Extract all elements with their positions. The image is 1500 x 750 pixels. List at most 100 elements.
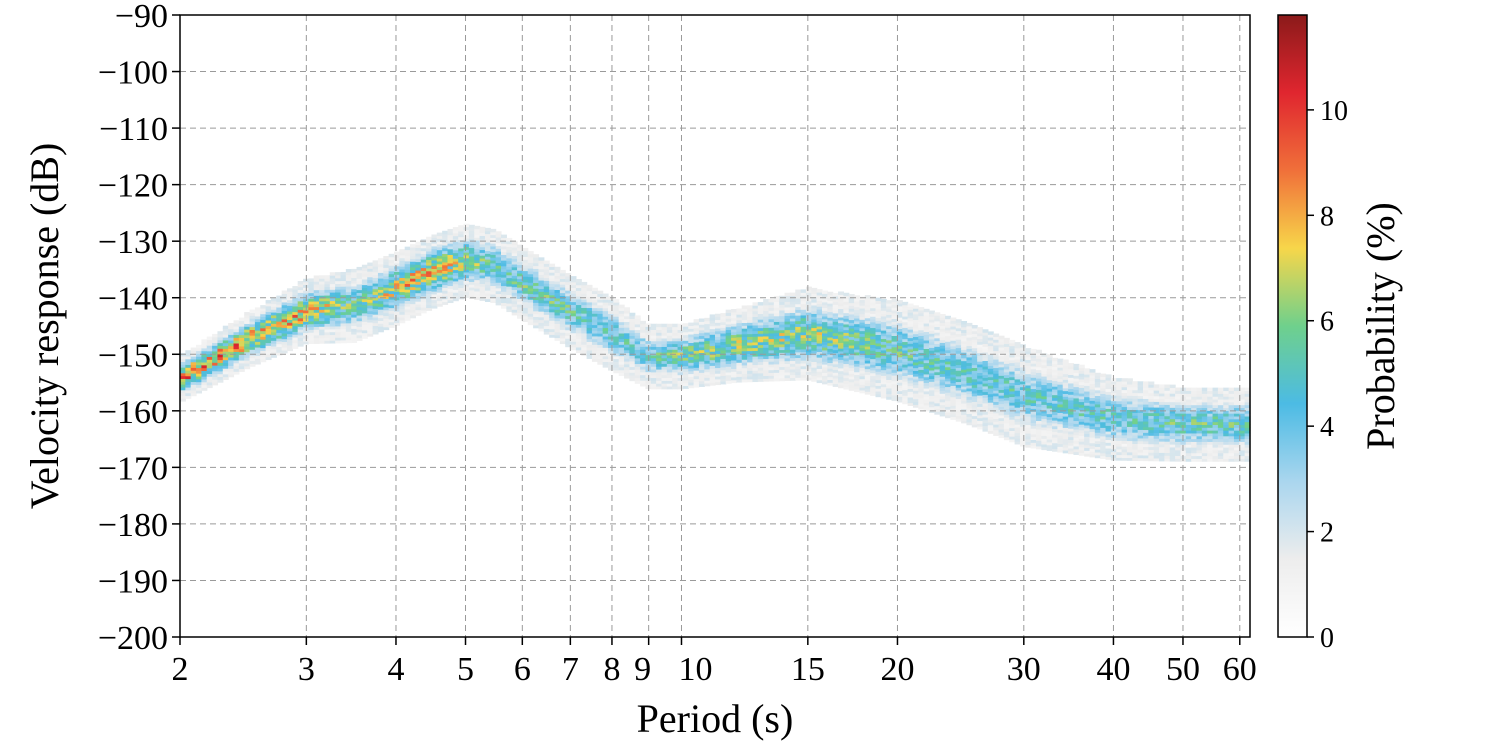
heatmap-cell [377, 320, 384, 324]
heatmap-cell [768, 335, 775, 340]
heatmap-cell [725, 377, 732, 381]
heatmap-cell [709, 331, 716, 335]
heatmap-cell [554, 266, 561, 271]
heatmap-cell [1084, 419, 1091, 423]
heatmap-cell [640, 349, 647, 353]
heatmap-cell [677, 332, 684, 336]
heatmap-cell [420, 309, 427, 314]
heatmap-cell [859, 339, 866, 343]
heatmap-cell [1116, 440, 1123, 444]
heatmap-cell [822, 324, 828, 328]
heatmap-cell [538, 257, 545, 261]
heatmap-cell [506, 243, 513, 248]
heatmap-cell [468, 287, 475, 291]
heatmap-cell [452, 235, 459, 239]
heatmap-cell [495, 259, 502, 263]
heatmap-cell [324, 320, 331, 324]
heatmap-cell [495, 251, 502, 255]
heatmap-cell [757, 350, 764, 354]
heatmap-cell [1062, 396, 1069, 400]
heatmap-cell [629, 363, 636, 368]
heatmap-cell [779, 324, 786, 328]
heatmap-cell [955, 347, 962, 351]
heatmap-cell [442, 253, 449, 257]
heatmap-cell [319, 329, 326, 333]
heatmap-cell [394, 302, 400, 306]
heatmap-cell [335, 289, 342, 293]
heatmap-cell [399, 314, 406, 318]
heatmap-cell [335, 328, 342, 333]
heatmap-cell [923, 359, 930, 364]
heatmap-cell [361, 329, 368, 334]
heatmap-cell [543, 271, 550, 276]
heatmap-cell [442, 244, 449, 249]
heatmap-cell [896, 353, 903, 358]
heatmap-cell [249, 326, 256, 330]
heatmap-cell [987, 419, 994, 423]
heatmap-cell [859, 350, 866, 354]
heatmap-cell [848, 330, 855, 335]
heatmap-cell [998, 431, 1005, 436]
heatmap-cell [511, 286, 518, 290]
heatmap-cell [233, 320, 240, 324]
heatmap-cell [1003, 380, 1010, 384]
heatmap-cell [661, 363, 668, 367]
heatmap-cell [859, 361, 866, 366]
heatmap-cell [543, 305, 550, 310]
heatmap-cell [458, 273, 465, 277]
heatmap-cell [736, 342, 743, 346]
heatmap-cell [308, 323, 315, 328]
heatmap-cell [1068, 422, 1075, 426]
heatmap-cell [511, 280, 518, 285]
heatmap-cell [1084, 450, 1091, 454]
heatmap-cell [896, 390, 903, 395]
heatmap-cell [212, 333, 219, 338]
heatmap-cell [260, 305, 267, 309]
heatmap-cell [1030, 430, 1037, 435]
heatmap-cell [517, 253, 523, 257]
heatmap-cell [875, 373, 882, 378]
heatmap-cell [891, 329, 898, 334]
heatmap-cell [356, 334, 363, 339]
heatmap-cell [1062, 359, 1069, 363]
heatmap-cell [929, 395, 935, 399]
heatmap-cell [998, 403, 1005, 407]
heatmap-cell [180, 358, 186, 363]
heatmap-cell [394, 319, 400, 323]
heatmap-cell [875, 297, 882, 302]
heatmap-cell [474, 296, 481, 300]
heatmap-cell [725, 320, 732, 325]
heatmap-cell [1057, 412, 1064, 416]
heatmap-cell [704, 323, 711, 327]
heatmap-cell [859, 384, 866, 388]
heatmap-cell [399, 294, 406, 298]
heatmap-cell [827, 379, 834, 383]
heatmap-cell [1025, 410, 1032, 414]
heatmap-cell [977, 414, 984, 419]
heatmap-cell [447, 240, 454, 244]
heatmap-cell [1003, 419, 1010, 424]
heatmap-cell [918, 372, 925, 376]
heatmap-cell [426, 267, 433, 272]
heatmap-cell [345, 314, 352, 318]
heatmap-cell [1062, 384, 1069, 389]
heatmap-cell [308, 295, 315, 299]
heatmap-cell [463, 285, 470, 290]
heatmap-cell [613, 313, 620, 317]
heatmap-cell [891, 301, 898, 305]
heatmap-cell [859, 324, 866, 329]
heatmap-cell [902, 344, 909, 348]
heatmap-cell [993, 344, 1000, 349]
heatmap-cell [811, 316, 818, 320]
heatmap-cell [725, 323, 732, 328]
heatmap-cell [367, 333, 374, 337]
heatmap-cell [805, 317, 812, 322]
heatmap-cell [832, 383, 839, 387]
heatmap-cell [394, 294, 400, 298]
heatmap-cell [870, 392, 877, 396]
heatmap-cell [982, 422, 989, 427]
heatmap-cell [1073, 423, 1080, 427]
heatmap-cell [955, 361, 962, 366]
heatmap-cell [597, 361, 604, 365]
heatmap-cell [249, 346, 256, 350]
